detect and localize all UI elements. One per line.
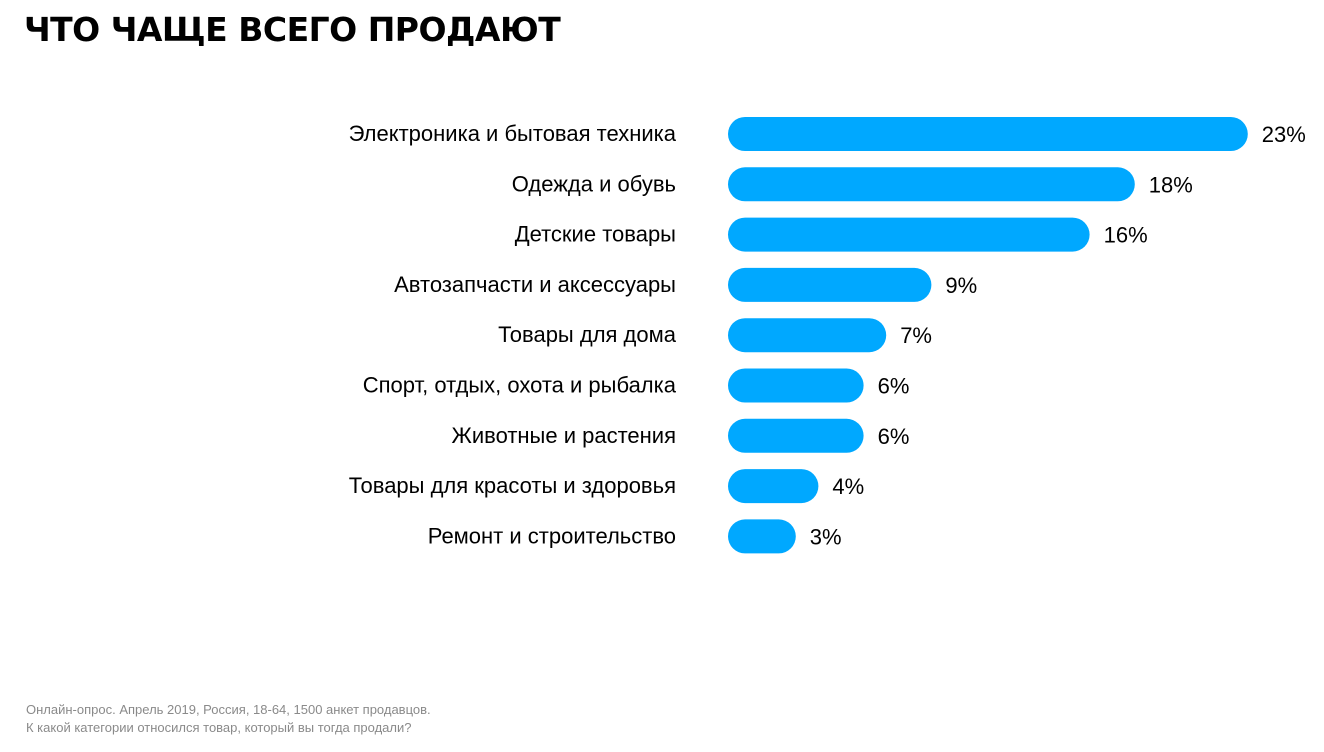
category-label: Автозапчасти и аксессуары — [394, 272, 676, 297]
value-label: 18% — [1149, 172, 1193, 197]
bar — [728, 318, 887, 353]
footnote-line-1: Онлайн-опрос. Апрель 2019, Россия, 18-64… — [26, 702, 431, 717]
bar — [728, 267, 932, 302]
value-label: 6% — [878, 424, 910, 449]
bar — [728, 117, 1248, 151]
value-label: 6% — [878, 374, 910, 399]
category-label: Ремонт и строительство — [428, 523, 676, 548]
value-label: 4% — [832, 474, 864, 499]
value-label: 9% — [945, 273, 977, 298]
bar — [728, 469, 819, 504]
bar — [728, 167, 1135, 202]
category-label: Товары для дома — [498, 322, 677, 347]
category-label: Животные и растения — [452, 423, 676, 448]
bar — [728, 418, 864, 453]
value-label: 7% — [900, 323, 932, 348]
bar — [728, 368, 864, 403]
bar — [728, 519, 796, 554]
category-label: Спорт, отдых, охота и рыбалка — [363, 373, 677, 398]
category-label: Одежда и обувь — [512, 171, 676, 196]
value-label: 3% — [810, 524, 842, 549]
bar — [728, 217, 1090, 252]
value-label: 16% — [1104, 223, 1148, 248]
footnote: Онлайн-опрос. Апрель 2019, Россия, 18-64… — [26, 701, 431, 737]
category-label: Электроника и бытовая техника — [349, 121, 677, 146]
footnote-line-2: К какой категории относился товар, котор… — [26, 720, 412, 735]
page-title: ЧТО ЧАЩЕ ВСЕГО ПРОДАЮТ — [24, 10, 561, 49]
category-label: Детские товары — [515, 222, 676, 247]
category-label: Товары для красоты и здоровья — [349, 473, 676, 498]
value-label: 23% — [1262, 122, 1306, 147]
